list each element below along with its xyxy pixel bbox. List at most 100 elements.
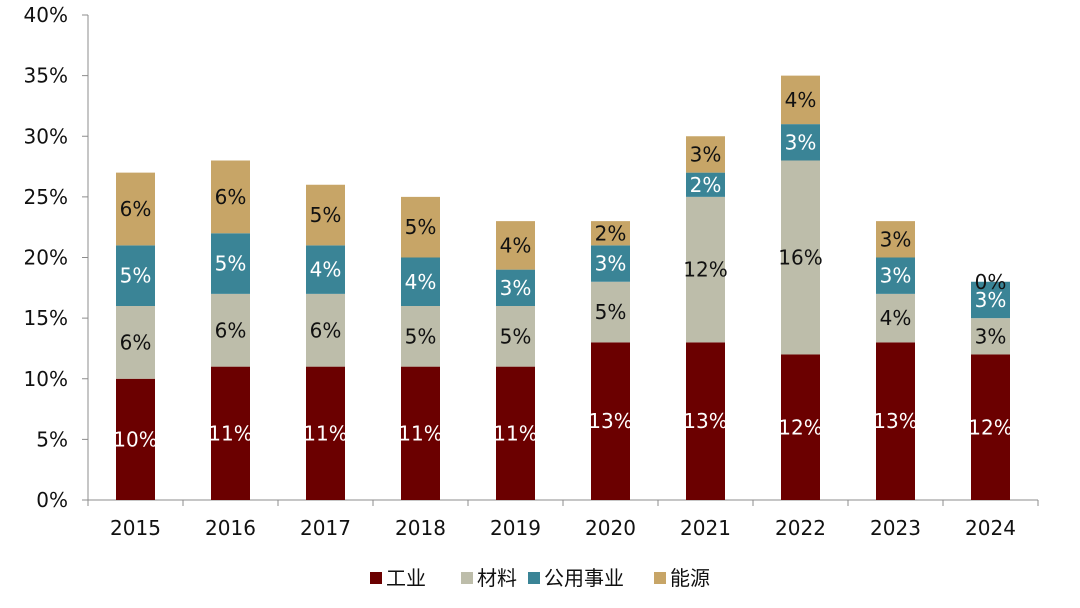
data-label: 11% bbox=[398, 421, 442, 445]
bar-segment bbox=[496, 269, 535, 306]
bar-segment bbox=[686, 342, 725, 500]
x-tick-label: 2021 bbox=[680, 516, 731, 540]
y-tick-label: 5% bbox=[36, 427, 68, 451]
data-label: 3% bbox=[880, 264, 912, 288]
data-label: 3% bbox=[690, 142, 722, 166]
bar-segment bbox=[781, 160, 820, 355]
bar-segment bbox=[116, 306, 155, 379]
bar-segment bbox=[686, 136, 725, 173]
x-axis: 2015 2016 2017 2018 2019 2020 2021 2022 2023 2024 bbox=[87, 499, 1039, 540]
data-label: 12% bbox=[778, 415, 822, 439]
y-tick-label: 30% bbox=[24, 124, 68, 148]
bar-segment bbox=[591, 221, 630, 246]
x-tick-label: 2016 bbox=[205, 516, 256, 540]
bar-segment bbox=[591, 342, 630, 500]
data-label: 5% bbox=[405, 324, 437, 348]
bar-segment bbox=[401, 196, 440, 258]
bar-segment bbox=[876, 293, 915, 343]
data-label: 11% bbox=[493, 421, 537, 445]
data-label: 12% bbox=[968, 415, 1012, 439]
data-label: 5% bbox=[120, 264, 152, 288]
data-label: 6% bbox=[120, 197, 152, 221]
y-tick-label: 25% bbox=[24, 185, 68, 209]
data-label: 12% bbox=[683, 258, 727, 282]
x-tick-label: 2020 bbox=[585, 516, 636, 540]
bar-segment bbox=[876, 342, 915, 500]
data-label: 3% bbox=[975, 324, 1007, 348]
data-label: 6% bbox=[120, 330, 152, 354]
data-label: 5% bbox=[215, 252, 247, 276]
x-tick-label: 2018 bbox=[395, 516, 446, 540]
bar-segment bbox=[116, 245, 155, 306]
bar-segment bbox=[496, 306, 535, 367]
bar-segment bbox=[781, 75, 820, 125]
data-label: 3% bbox=[500, 276, 532, 300]
bar-segment bbox=[116, 378, 155, 500]
bar-segment bbox=[306, 366, 345, 500]
data-label: 4% bbox=[880, 306, 912, 330]
data-label: 16% bbox=[778, 246, 822, 270]
data-label: 4% bbox=[500, 233, 532, 257]
y-tick-label: 40% bbox=[24, 3, 68, 27]
bar-segment bbox=[971, 354, 1010, 500]
bar-segment bbox=[781, 354, 820, 500]
bar-segment bbox=[116, 172, 155, 246]
legend-swatch bbox=[370, 572, 382, 584]
bar-segment bbox=[496, 221, 535, 270]
bar-segment bbox=[211, 233, 250, 294]
data-label: 6% bbox=[310, 318, 342, 342]
data-label: 10% bbox=[113, 427, 157, 451]
data-label: 11% bbox=[208, 421, 252, 445]
data-label: 2% bbox=[690, 173, 722, 197]
legend-label: 公用事业 bbox=[544, 566, 624, 590]
legend-label: 工业 bbox=[386, 566, 426, 590]
bar-segment bbox=[591, 281, 630, 343]
data-label: 5% bbox=[500, 324, 532, 348]
bar-segment bbox=[591, 245, 630, 282]
bar-segment bbox=[496, 366, 535, 500]
data-label: 3% bbox=[975, 288, 1007, 312]
data-label: 13% bbox=[683, 409, 727, 433]
bar-segment bbox=[686, 172, 725, 197]
y-tick-label: 15% bbox=[24, 306, 68, 330]
y-tick-label: 20% bbox=[24, 246, 68, 270]
data-label: 3% bbox=[880, 227, 912, 251]
bar-segment bbox=[306, 184, 345, 246]
bar-segment bbox=[211, 366, 250, 500]
data-label: 11% bbox=[303, 421, 347, 445]
data-label: 13% bbox=[588, 409, 632, 433]
legend-swatch bbox=[528, 572, 540, 584]
bar-segment bbox=[781, 124, 820, 161]
x-tick-label: 2024 bbox=[965, 516, 1016, 540]
y-axis: 0% 5% 10% 15% 20% 25% 30% 35% 40% bbox=[24, 3, 89, 512]
x-tick-label: 2022 bbox=[775, 516, 826, 540]
data-label: 3% bbox=[785, 130, 817, 154]
data-label: 0% bbox=[975, 270, 1007, 294]
bar-segment bbox=[211, 293, 250, 367]
data-label: 4% bbox=[405, 270, 437, 294]
data-label: 5% bbox=[405, 215, 437, 239]
data-label: 4% bbox=[310, 258, 342, 282]
legend-label: 材料 bbox=[477, 566, 517, 590]
data-label: 5% bbox=[310, 203, 342, 227]
data-label: 5% bbox=[595, 300, 627, 324]
x-tick-label: 2019 bbox=[490, 516, 541, 540]
x-tick-label: 2015 bbox=[110, 516, 161, 540]
x-tick-label: 2017 bbox=[300, 516, 351, 540]
bar-segment bbox=[686, 196, 725, 343]
data-label: 3% bbox=[595, 252, 627, 276]
data-label: 13% bbox=[873, 409, 917, 433]
bar-segment bbox=[876, 221, 915, 258]
data-label: 2% bbox=[595, 221, 627, 245]
legend-swatch bbox=[654, 572, 666, 584]
bar-segment bbox=[306, 293, 345, 367]
bar-segment bbox=[401, 257, 440, 306]
bars: 10% 6% 5% 6% 11% 6% 5% 6% 11% 6% 4% 5% 11% 5% 4% 5% 11% 5… bbox=[113, 75, 1013, 500]
legend: 工业 材料 公用事业 能源 bbox=[370, 566, 710, 590]
bar-segment bbox=[971, 281, 1010, 319]
legend-swatch bbox=[461, 572, 473, 584]
data-label: 4% bbox=[785, 88, 817, 112]
bar-segment bbox=[401, 366, 440, 500]
